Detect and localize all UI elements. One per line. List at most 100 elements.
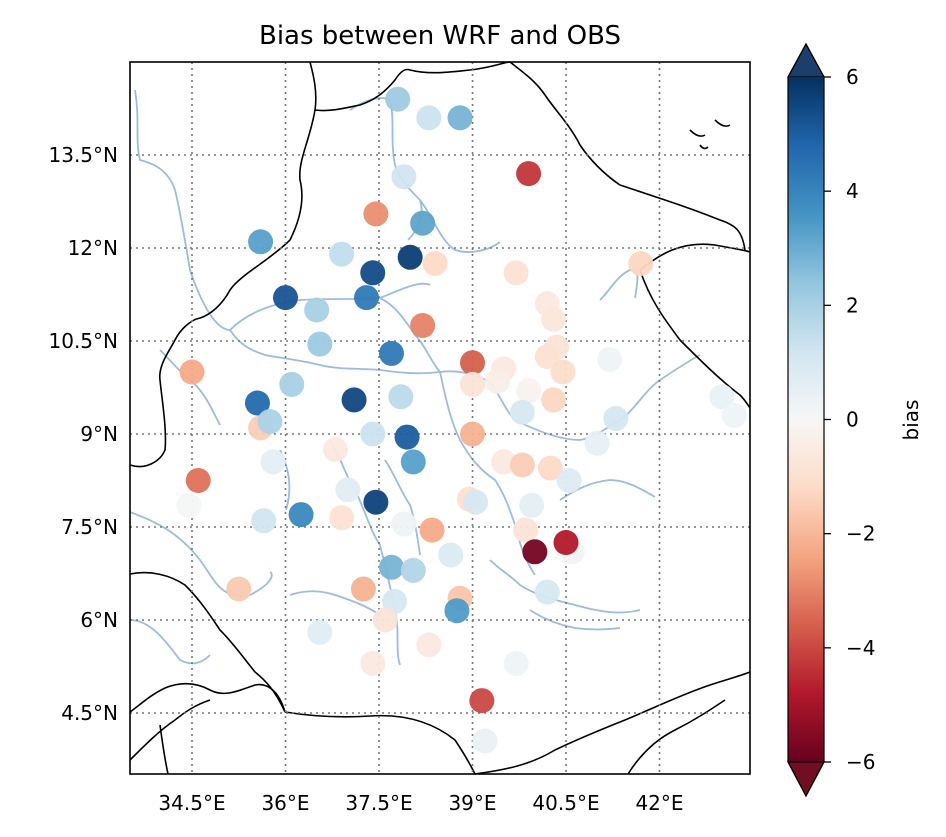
station-point	[279, 371, 305, 397]
station-point	[248, 229, 274, 255]
colorbar-label: bias	[899, 400, 923, 441]
station-point	[372, 607, 398, 633]
colorbar-tick-label: 2	[846, 293, 859, 317]
station-point	[410, 210, 436, 236]
station-point	[503, 650, 529, 676]
station-point	[460, 371, 485, 397]
colorbar-gradient	[788, 77, 824, 762]
station-point	[444, 598, 470, 624]
station-point	[469, 688, 495, 714]
station-point	[534, 579, 560, 605]
station-point	[394, 424, 420, 450]
station-point	[391, 511, 417, 537]
station-point	[460, 421, 485, 447]
station-point	[288, 502, 314, 528]
station-point	[416, 632, 442, 658]
station-point	[516, 161, 542, 187]
colorbar-tick-label: −4	[846, 636, 875, 660]
y-tick-label: 12°N	[68, 236, 118, 260]
colorbar-ticks: 6 4 2 0 −2 −4 −6	[824, 65, 875, 774]
station-point	[360, 650, 386, 676]
station-point	[584, 430, 610, 456]
station-point	[522, 539, 548, 565]
station-point	[360, 260, 386, 286]
y-axis-ticks: 4.5°N 6°N 7.5°N 9°N 10.5°N 12°N 13.5°N	[49, 143, 119, 725]
station-point	[354, 285, 380, 311]
station-point	[335, 477, 361, 503]
station-points	[176, 86, 747, 754]
colorbar-extend-bottom	[787, 761, 825, 798]
station-point	[709, 384, 735, 410]
station-point	[509, 399, 535, 425]
station-point	[363, 489, 389, 515]
station-point	[329, 505, 355, 531]
station-point	[382, 588, 408, 614]
station-point	[503, 260, 529, 286]
y-tick-label: 7.5°N	[61, 515, 118, 539]
station-point	[226, 576, 252, 602]
station-point	[400, 557, 426, 583]
station-point	[378, 340, 404, 366]
station-point	[251, 508, 277, 534]
station-point	[391, 164, 417, 190]
station-point	[556, 468, 582, 493]
station-point	[460, 350, 485, 376]
station-point	[550, 359, 576, 385]
station-point	[410, 313, 436, 338]
chart-title: Bias between WRF and OBS	[259, 21, 621, 51]
x-tick-label: 42°E	[635, 791, 683, 815]
station-point	[447, 105, 473, 131]
station-point	[484, 368, 510, 394]
station-point	[341, 387, 367, 413]
station-point	[628, 251, 654, 276]
station-point	[491, 449, 517, 475]
station-point	[519, 492, 545, 518]
colorbar-tick-label: −6	[846, 750, 875, 774]
country-borders	[129, 61, 751, 775]
station-point	[472, 728, 498, 754]
station-point	[244, 390, 270, 416]
station-point	[509, 452, 535, 478]
station-point	[304, 297, 330, 323]
station-point	[553, 530, 579, 555]
station-point	[721, 402, 747, 428]
colorbar-tick-label: −2	[846, 522, 875, 546]
y-tick-label: 6°N	[80, 608, 118, 632]
station-point	[416, 105, 442, 131]
station-point	[360, 421, 386, 447]
map-panel	[129, 61, 751, 775]
x-tick-label: 34.5°E	[158, 791, 225, 815]
station-point	[385, 86, 411, 112]
x-tick-label: 40.5°E	[532, 791, 599, 815]
station-point	[179, 359, 205, 385]
x-axis-ticks: 34.5°E 36°E 37.5°E 39°E 40.5°E 42°E	[158, 791, 683, 815]
station-point	[516, 378, 542, 404]
y-tick-label: 13.5°N	[49, 143, 119, 167]
station-point	[350, 576, 376, 602]
x-tick-label: 39°E	[448, 791, 496, 815]
station-point	[307, 331, 333, 357]
colorbar: 6 4 2 0 −2 −4 −6 bias	[786, 42, 923, 798]
station-point	[537, 455, 563, 481]
y-tick-label: 4.5°N	[61, 701, 118, 725]
map-frame	[129, 61, 751, 775]
colorbar-tick-label: 0	[846, 408, 859, 432]
colorbar-extend-top	[786, 42, 826, 78]
station-point	[397, 244, 423, 270]
gridlines	[130, 62, 750, 774]
station-point	[260, 449, 286, 475]
station-point	[541, 306, 567, 332]
station-point	[329, 241, 355, 267]
station-point	[419, 517, 445, 543]
station-point	[388, 384, 414, 410]
station-point	[597, 347, 623, 373]
station-point	[512, 517, 538, 543]
station-point	[257, 409, 283, 435]
station-point	[176, 492, 202, 518]
y-tick-label: 10.5°N	[49, 329, 119, 353]
station-point	[273, 285, 298, 311]
x-tick-label: 36°E	[261, 791, 309, 815]
station-point	[307, 619, 333, 645]
station-point	[378, 554, 404, 580]
